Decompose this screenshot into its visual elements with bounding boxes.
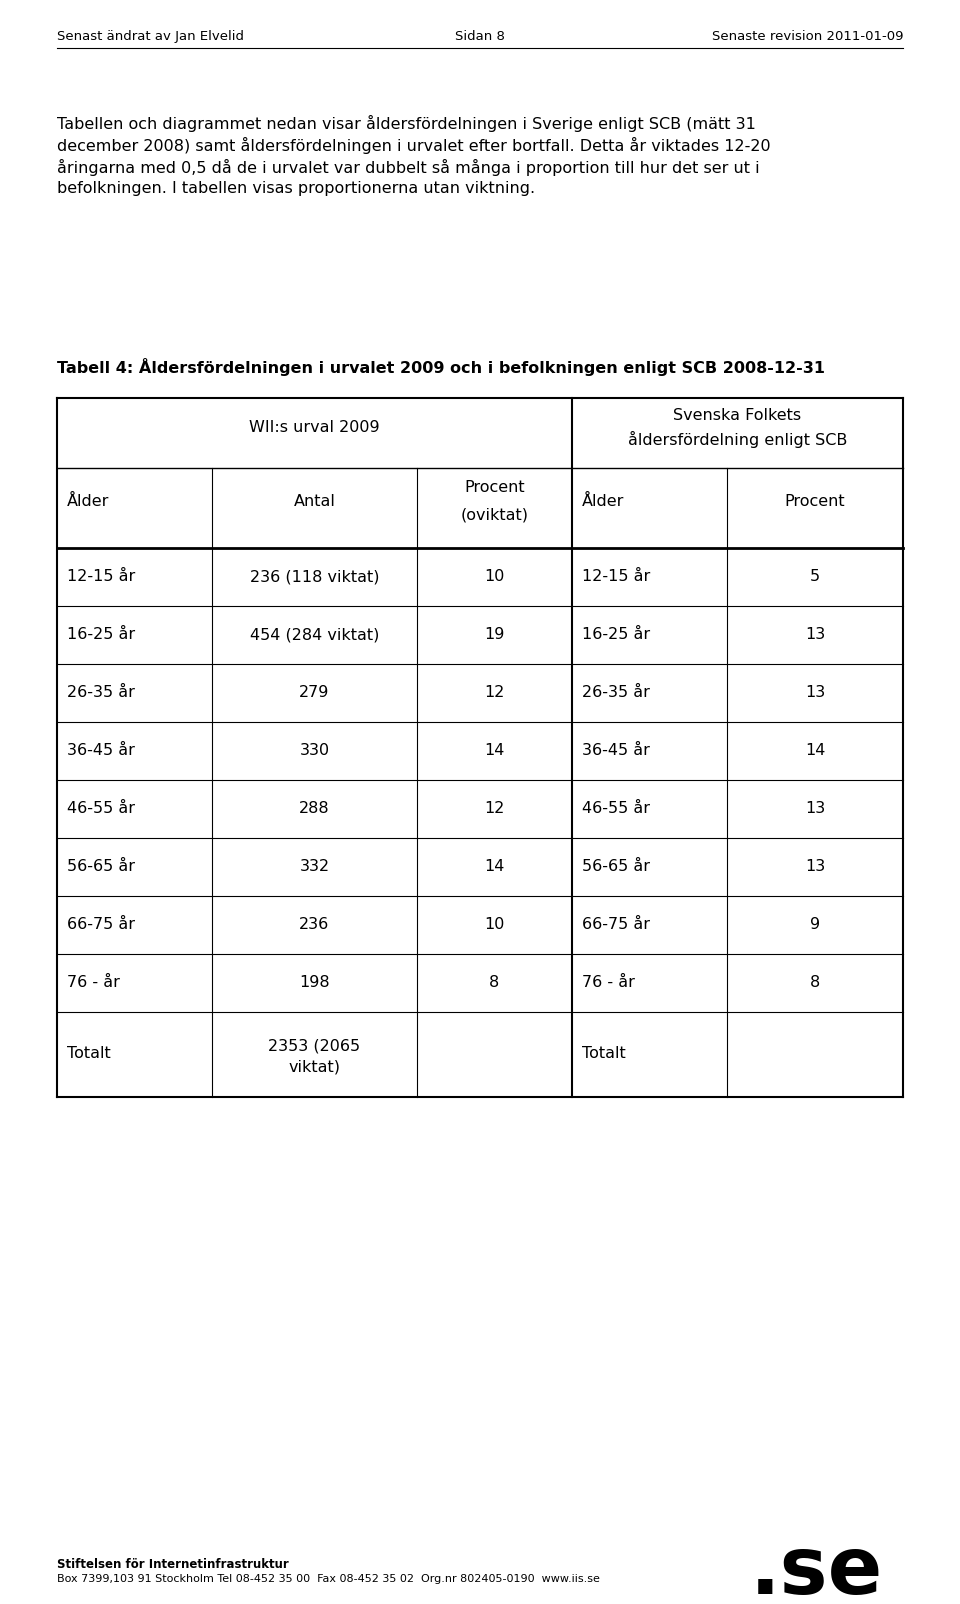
Text: 454 (284 viktat): 454 (284 viktat) (250, 627, 379, 642)
Text: Procent: Procent (784, 494, 846, 508)
Text: 13: 13 (804, 685, 826, 699)
Text: 279: 279 (300, 685, 329, 699)
Text: 236: 236 (300, 917, 329, 932)
Text: WII:s urval 2009: WII:s urval 2009 (250, 420, 380, 435)
Text: december 2008) samt åldersfördelningen i urvalet efter bortfall. Detta år viktad: december 2008) samt åldersfördelningen i… (57, 136, 771, 154)
Text: Tabell 4: Åldersfördelningen i urvalet 2009 och i befolkningen enligt SCB 2008-1: Tabell 4: Åldersfördelningen i urvalet 2… (57, 358, 825, 375)
Text: 8: 8 (490, 975, 499, 990)
Text: 10: 10 (484, 917, 505, 932)
Text: Stiftelsen för Internetinfrastruktur: Stiftelsen för Internetinfrastruktur (57, 1557, 289, 1570)
Text: åringarna med 0,5 då de i urvalet var dubbelt så många i proportion till hur det: åringarna med 0,5 då de i urvalet var du… (57, 159, 759, 176)
Text: Senaste revision 2011-01-09: Senaste revision 2011-01-09 (711, 30, 903, 43)
Text: 12-15 år: 12-15 år (582, 569, 650, 584)
Text: åldersfördelning enligt SCB: åldersfördelning enligt SCB (628, 431, 847, 448)
Text: Ålder: Ålder (67, 494, 109, 508)
Text: Sidan 8: Sidan 8 (455, 30, 505, 43)
Text: 13: 13 (804, 627, 826, 642)
Text: 19: 19 (484, 627, 505, 642)
Text: 46-55 år: 46-55 år (67, 800, 135, 816)
Text: 13: 13 (804, 860, 826, 874)
Text: 288: 288 (300, 800, 330, 816)
Text: 26-35 år: 26-35 år (67, 685, 134, 699)
Text: 16-25 år: 16-25 år (582, 627, 650, 642)
Text: 8: 8 (810, 975, 820, 990)
Text: 36-45 år: 36-45 år (582, 743, 650, 759)
Text: 12: 12 (484, 800, 505, 816)
Text: Totalt: Totalt (67, 1046, 110, 1062)
Text: 26-35 år: 26-35 år (582, 685, 650, 699)
Text: 10: 10 (484, 569, 505, 584)
Text: 12-15 år: 12-15 år (67, 569, 135, 584)
Text: 16-25 år: 16-25 år (67, 627, 135, 642)
Text: 14: 14 (484, 743, 505, 759)
Text: 236 (118 viktat): 236 (118 viktat) (250, 569, 379, 584)
Text: 66-75 år: 66-75 år (67, 917, 135, 932)
Text: Antal: Antal (294, 494, 335, 508)
Text: 36-45 år: 36-45 år (67, 743, 134, 759)
Text: 330: 330 (300, 743, 329, 759)
Text: 2353 (2065: 2353 (2065 (269, 1038, 361, 1054)
Text: 14: 14 (484, 860, 505, 874)
Text: 5: 5 (810, 569, 820, 584)
Text: 46-55 år: 46-55 år (582, 800, 650, 816)
Text: Tabellen och diagrammet nedan visar åldersfördelningen i Sverige enligt SCB (mät: Tabellen och diagrammet nedan visar ålde… (57, 115, 756, 132)
Text: Procent: Procent (465, 480, 525, 496)
Text: 76 - år: 76 - år (67, 975, 120, 990)
Text: 56-65 år: 56-65 år (582, 860, 650, 874)
Text: viktat): viktat) (289, 1060, 341, 1075)
Text: Box 7399,103 91 Stockholm Tel 08-452 35 00  Fax 08-452 35 02  Org.nr 802405-0190: Box 7399,103 91 Stockholm Tel 08-452 35 … (57, 1574, 600, 1585)
Text: 14: 14 (804, 743, 826, 759)
Text: Totalt: Totalt (582, 1046, 626, 1062)
Text: 12: 12 (484, 685, 505, 699)
Text: .se: .se (750, 1533, 883, 1604)
Text: Senast ändrat av Jan Elvelid: Senast ändrat av Jan Elvelid (57, 30, 244, 43)
Text: 76 - år: 76 - år (582, 975, 635, 990)
Text: Svenska Folkets: Svenska Folkets (673, 407, 802, 423)
Text: (oviktat): (oviktat) (461, 508, 529, 523)
Text: 198: 198 (300, 975, 330, 990)
Text: 332: 332 (300, 860, 329, 874)
Text: 66-75 år: 66-75 år (582, 917, 650, 932)
Text: 9: 9 (810, 917, 820, 932)
Text: 56-65 år: 56-65 år (67, 860, 135, 874)
Text: Ålder: Ålder (582, 494, 624, 508)
Text: befolkningen. I tabellen visas proportionerna utan viktning.: befolkningen. I tabellen visas proportio… (57, 181, 535, 196)
Text: 13: 13 (804, 800, 826, 816)
